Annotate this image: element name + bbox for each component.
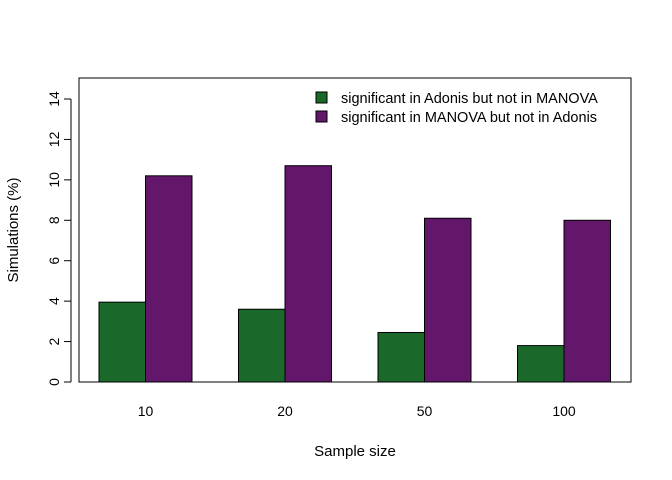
bar-20-series-1 (238, 308, 286, 383)
x-tick-label: 100 (552, 403, 576, 419)
y-tick-label: 2 (46, 337, 62, 345)
legend: significant in Adonis but not in MANOVA s… (315, 91, 598, 126)
legend-swatch-2 (315, 110, 328, 123)
y-tick-label: 12 (46, 131, 62, 147)
y-tick-label: 0 (46, 378, 62, 386)
y-tick-label: 14 (46, 91, 62, 107)
x-tick-labels: 10 20 50 100 (138, 403, 576, 419)
bar-20-series-2 (284, 165, 332, 383)
legend-label-1: significant in Adonis but not in MANOVA (341, 91, 598, 107)
bar-10-series-2 (145, 175, 193, 383)
bar-10-series-1 (98, 301, 146, 383)
bar-50-series-2 (424, 217, 472, 383)
y-tick-label: 8 (46, 216, 62, 224)
bar-100-series-2 (563, 219, 611, 383)
y-tick-label: 6 (46, 257, 62, 265)
y-axis: 0 2 4 6 8 10 12 14 (46, 91, 72, 386)
x-tick-label: 20 (277, 403, 293, 419)
y-tick-label: 4 (46, 297, 62, 305)
bar-100-series-1 (517, 345, 565, 383)
x-tick-label: 10 (138, 403, 154, 419)
x-tick-label: 50 (417, 403, 433, 419)
x-axis-title: Sample size (314, 443, 396, 460)
legend-label-2: significant in MANOVA but not in Adonis (341, 110, 597, 126)
legend-swatch-1 (315, 91, 328, 104)
plot-frame (78, 77, 632, 383)
bars-layer (98, 165, 611, 383)
y-axis-title: Simulations (%) (5, 177, 22, 282)
bar-50-series-1 (377, 331, 425, 383)
y-tick-label: 10 (46, 172, 62, 188)
